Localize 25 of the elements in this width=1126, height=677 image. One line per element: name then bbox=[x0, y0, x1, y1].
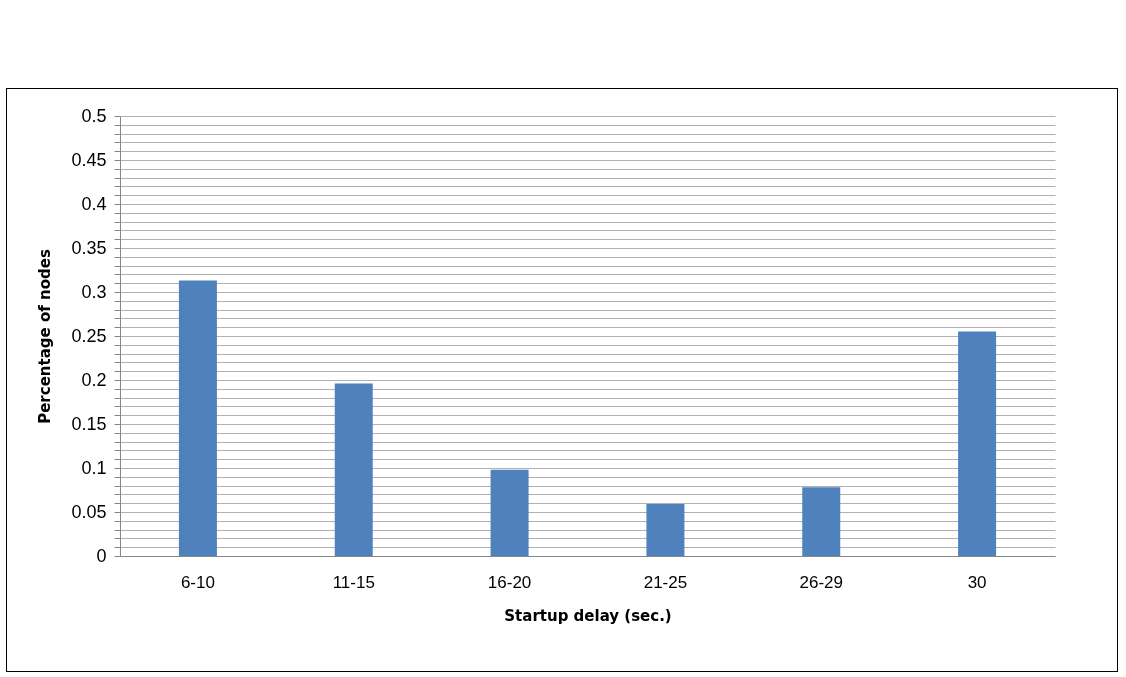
bar bbox=[646, 504, 685, 556]
x-tick-label: 30 bbox=[967, 572, 987, 592]
y-tick-label: 0.3 bbox=[81, 281, 107, 302]
bar bbox=[490, 469, 529, 556]
x-tick-label: 26-29 bbox=[799, 572, 843, 592]
y-tick-label: 0.2 bbox=[81, 369, 107, 390]
y-tick-label: 0.15 bbox=[71, 413, 107, 434]
x-tick-label: 6-10 bbox=[180, 572, 215, 592]
y-tick-label: 0.45 bbox=[71, 149, 107, 170]
y-tick-label: 0.05 bbox=[71, 501, 107, 522]
bar bbox=[958, 331, 997, 556]
y-tick-label: 0 bbox=[96, 545, 107, 566]
y-tick-label: 0.25 bbox=[71, 325, 107, 346]
bar bbox=[802, 487, 841, 556]
bar bbox=[334, 383, 373, 556]
x-axis-title: Startup delay (sec.) bbox=[504, 606, 672, 625]
y-tick-label: 0.1 bbox=[81, 457, 107, 478]
y-tick-label: 0.5 bbox=[81, 105, 107, 126]
x-tick-label: 11-15 bbox=[332, 572, 375, 592]
y-tick-label: 0.35 bbox=[71, 237, 107, 258]
x-tick-label: 21-25 bbox=[643, 572, 688, 592]
x-tick-label: 16-20 bbox=[487, 572, 532, 592]
y-axis-title: Percentage of nodes bbox=[36, 249, 55, 424]
bar bbox=[178, 280, 217, 556]
y-tick-label: 0.4 bbox=[81, 193, 107, 214]
